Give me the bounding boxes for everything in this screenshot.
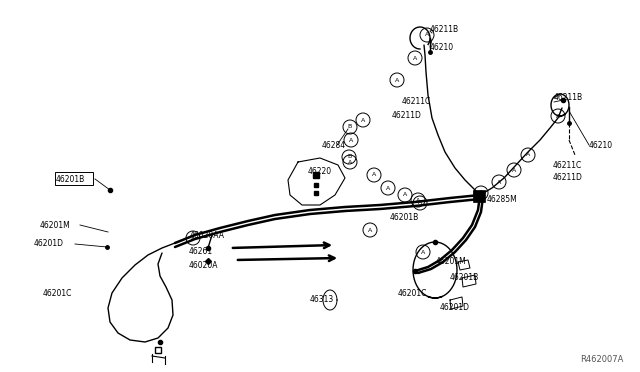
Text: A: A [416, 198, 420, 202]
Text: 46201D: 46201D [440, 304, 470, 312]
Text: 46211B: 46211B [554, 93, 583, 103]
Text: 46284: 46284 [322, 141, 346, 150]
Text: 46285M: 46285M [487, 196, 518, 205]
Text: 46201C: 46201C [398, 289, 428, 298]
Text: B: B [347, 154, 351, 160]
Text: A: A [413, 55, 417, 61]
Text: 46201B: 46201B [390, 214, 419, 222]
Text: A: A [526, 153, 530, 157]
Text: A: A [191, 235, 195, 241]
Text: 46020AA: 46020AA [190, 231, 225, 240]
Text: 46211B: 46211B [430, 26, 459, 35]
Text: 46313: 46313 [310, 295, 334, 305]
Text: 46220: 46220 [308, 167, 332, 176]
Text: A: A [368, 228, 372, 232]
Text: 46210: 46210 [589, 141, 613, 150]
Text: A: A [418, 201, 422, 205]
Text: 46201M: 46201M [436, 257, 467, 266]
Text: A: A [421, 250, 425, 254]
Text: A: A [556, 113, 560, 119]
FancyBboxPatch shape [55, 172, 93, 185]
Text: A: A [395, 77, 399, 83]
Text: A: A [361, 118, 365, 122]
Text: 46201M: 46201M [40, 221, 71, 230]
Text: 46201B: 46201B [56, 174, 85, 183]
Text: A: A [349, 138, 353, 142]
Text: A: A [479, 190, 483, 196]
Text: 46211C: 46211C [402, 97, 431, 106]
Text: A: A [403, 192, 407, 198]
Text: A: A [372, 173, 376, 177]
Text: A: A [348, 160, 352, 164]
Text: 46201C: 46201C [43, 289, 72, 298]
Text: R462007A: R462007A [580, 356, 623, 365]
Text: 46211D: 46211D [553, 173, 583, 183]
Text: 46261: 46261 [189, 247, 213, 257]
Text: 46210: 46210 [430, 42, 454, 51]
Text: A: A [425, 32, 429, 38]
Text: 46211C: 46211C [553, 160, 582, 170]
Text: B: B [348, 125, 352, 129]
Text: A: A [497, 180, 501, 185]
Text: 46201B: 46201B [450, 273, 479, 282]
Text: A: A [386, 186, 390, 190]
Text: 46211D: 46211D [392, 112, 422, 121]
Text: 46020A: 46020A [189, 260, 218, 269]
Bar [473, 190, 485, 202]
Text: A: A [512, 167, 516, 173]
Text: 46201D: 46201D [34, 240, 64, 248]
